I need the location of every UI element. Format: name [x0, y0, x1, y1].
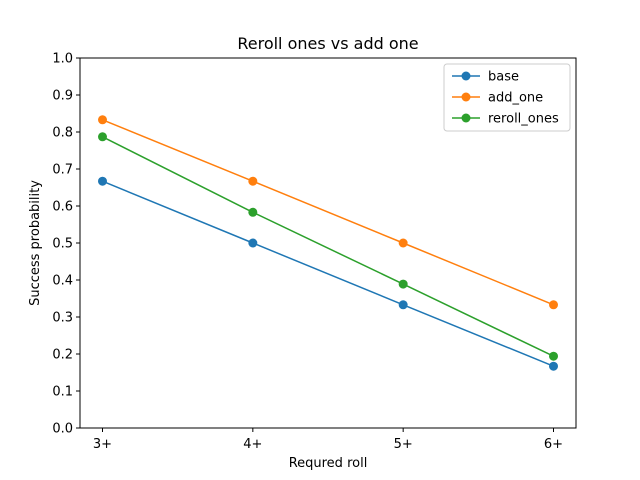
- y-tick-label: 0.1: [52, 385, 73, 400]
- x-tick-label: 4+: [243, 437, 262, 452]
- series-line-reroll_ones: [102, 136, 554, 357]
- y-tick-label: 0.5: [52, 237, 73, 252]
- legend-marker-reroll_ones: [461, 113, 471, 123]
- data-point-reroll_ones: [248, 207, 258, 217]
- y-tick-label: 0.6: [52, 200, 73, 215]
- series-layer: [98, 115, 558, 371]
- data-point-add_one: [549, 300, 558, 310]
- series-line-add_one: [102, 119, 554, 306]
- series-line-base: [102, 180, 554, 367]
- y-tick-label: 0.4: [52, 274, 73, 289]
- data-point-base: [398, 300, 408, 310]
- y-tick-label: 0.8: [52, 126, 73, 141]
- y-tick-label: 0.0: [52, 422, 73, 437]
- y-tick-label: 0.3: [52, 311, 73, 326]
- data-point-reroll_ones: [549, 351, 558, 361]
- x-tick-label: 3+: [93, 437, 112, 452]
- data-point-base: [248, 238, 258, 248]
- x-axis-ticks: 3+ 4+ 5+ 6+: [93, 428, 563, 452]
- y-axis-label: Success probability: [28, 180, 43, 306]
- data-point-reroll_ones: [398, 279, 408, 289]
- y-tick-label: 0.9: [52, 89, 73, 104]
- x-tick-label: 5+: [394, 437, 413, 452]
- legend-label-base: base: [488, 70, 519, 85]
- legend-marker-base: [461, 71, 471, 81]
- y-tick-label: 1.0: [52, 52, 73, 67]
- legend-marker-add_one: [461, 92, 471, 102]
- data-point-reroll_ones: [98, 132, 107, 142]
- data-point-base: [549, 361, 558, 371]
- data-point-add_one: [248, 176, 258, 186]
- data-point-add_one: [98, 115, 107, 125]
- y-tick-label: 0.2: [52, 348, 73, 363]
- legend-label-add_one: add_one: [488, 91, 543, 106]
- plot-frame: [79, 57, 577, 429]
- data-point-add_one: [398, 238, 408, 248]
- chart-title: Reroll ones vs add one: [237, 34, 418, 53]
- x-tick-label: 6+: [544, 437, 563, 452]
- y-axis-ticks: 0.0 0.1 0.2 0.3 0.4 0.5 0.6 0.7 0.8 0.9 1.0: [52, 52, 80, 437]
- x-axis-label: Requred roll: [289, 456, 368, 471]
- legend: base add_one reroll_ones: [443, 63, 571, 132]
- legend-box: [443, 63, 571, 132]
- legend-label-reroll_ones: reroll_ones: [488, 112, 559, 127]
- y-tick-label: 0.7: [52, 163, 73, 178]
- data-point-base: [98, 176, 107, 186]
